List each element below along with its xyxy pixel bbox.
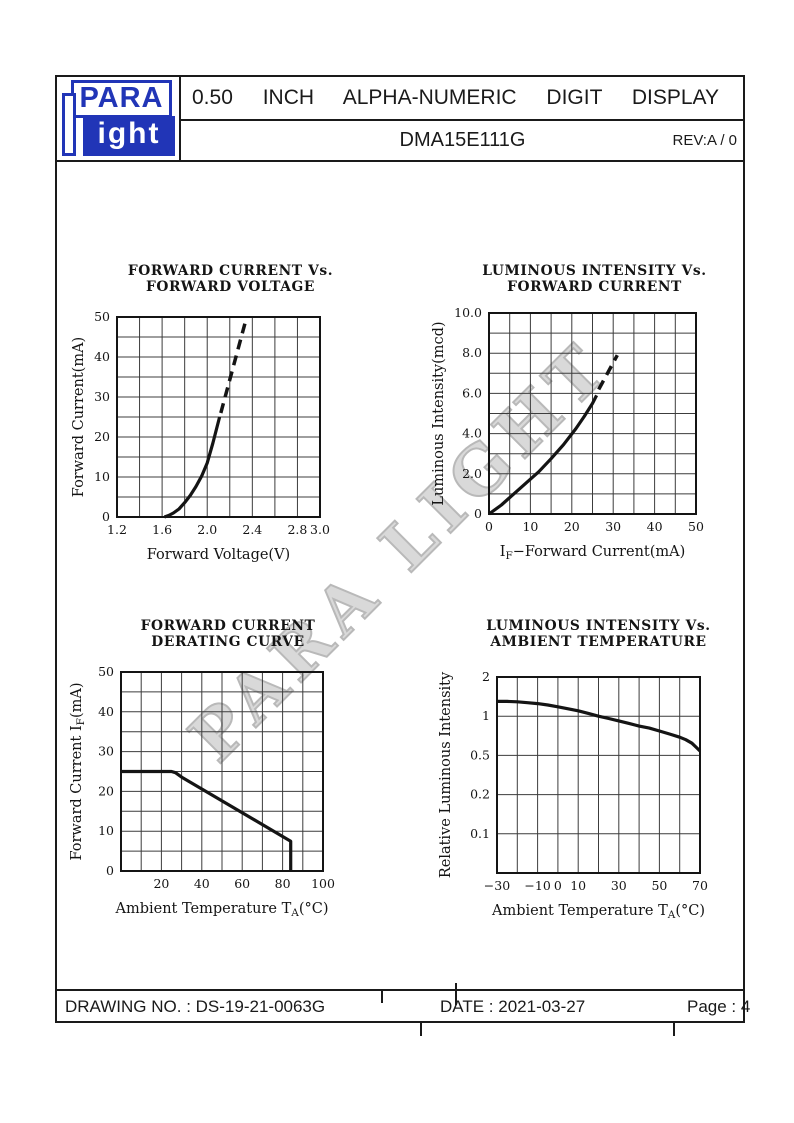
x-tick-label: 2.8 <box>287 522 307 537</box>
y-tick-label: 0 <box>106 863 114 878</box>
y-axis-label: Relative Luminous Intensity <box>438 671 454 878</box>
y-tick-label: 50 <box>94 309 110 324</box>
logo-para-text: PARA <box>71 80 172 118</box>
chart-luminous-intensity-vs-forward-current: 0 10 20 30 40 50 0 2.0 4.0 6.0 8.0 10.0 IF−Forward C… <box>431 263 706 562</box>
curve-solid <box>163 416 222 519</box>
x-tick-label: 10 <box>570 878 586 893</box>
footer-divider-stub <box>455 983 457 1005</box>
chart-title-line: FORWARD CURRENT <box>141 618 316 634</box>
chart-luminous-intensity-vs-ambient-temperature: −30 −10 0 10 30 50 70 2 1 0.5 0.2 0.1 Ambient Temper… <box>438 618 710 921</box>
chart-forward-current-vs-forward-voltage: 1.2 1.6 2.0 2.4 2.8 3.0 0 10 20 30 40 50 Forward Vol… <box>71 263 333 563</box>
para-light-logo: PARA ight <box>62 80 176 158</box>
footer-page-number: Page : 4 <box>687 997 751 1016</box>
x-tick-label: 50 <box>651 878 667 893</box>
y-tick-label: 20 <box>94 429 110 444</box>
plot-border <box>116 316 321 518</box>
x-tick-label: 10 <box>522 519 538 534</box>
page-outer-frame <box>55 75 745 1023</box>
x-tick-label: 2.4 <box>242 522 262 537</box>
x-tick-label: 100 <box>311 876 335 891</box>
y-axis-label: Luminous Intensity(mcd) <box>431 321 447 505</box>
y-tick-label: 30 <box>94 389 110 404</box>
x-tick-label: 2.0 <box>197 522 217 537</box>
part-number: DMA15E111G <box>399 129 526 151</box>
y-axis-label: Forward Current(mA) <box>71 337 87 497</box>
footer-divider-stub <box>381 990 383 1003</box>
footer-top-border <box>55 989 745 991</box>
curve-dashed <box>219 316 249 414</box>
curve-dashed <box>597 354 619 391</box>
y-tick-label: 6.0 <box>462 385 482 400</box>
revision-label: REV:A / 0 <box>672 132 737 149</box>
x-tick-label: 20 <box>153 876 169 891</box>
y-tick-label: 50 <box>98 664 114 679</box>
chart-title-line: LUMINOUS INTENSITY Vs. <box>482 263 706 279</box>
x-tick-label: 50 <box>688 519 704 534</box>
x-tick-label: −10 <box>524 878 550 893</box>
chart-title-line: FORWARD CURRENT Vs. <box>128 263 333 279</box>
y-tick-label: 20 <box>98 783 114 798</box>
y-tick-label: 2.0 <box>462 466 482 481</box>
y-tick-label: 8.0 <box>462 345 482 360</box>
x-tick-label: 40 <box>647 519 663 534</box>
x-tick-label: 20 <box>564 519 580 534</box>
chart-title-line: FORWARD CURRENT <box>507 279 682 295</box>
x-tick-label: 60 <box>234 876 250 891</box>
curve-solid <box>121 769 293 871</box>
header-bottom-border <box>55 160 745 162</box>
x-tick-label: 0 <box>485 519 493 534</box>
y-axis-label: Forward Current IF(mA) <box>69 682 87 860</box>
x-tick-label: 1.2 <box>107 522 127 537</box>
y-tick-label: 2 <box>482 669 490 684</box>
y-tick-label: 40 <box>98 704 114 719</box>
plot-border <box>488 312 697 515</box>
x-tick-label: 80 <box>275 876 291 891</box>
bottom-border-stub <box>420 1023 422 1036</box>
x-tick-label: 70 <box>692 878 708 893</box>
y-tick-label: 1 <box>482 708 490 723</box>
product-title: 0.50 INCH ALPHA-NUMERIC DIGIT DISPLAY <box>192 86 720 109</box>
drawing-number: DRAWING NO. : DS-19-21-0063G <box>65 997 326 1016</box>
chart-title-line: FORWARD VOLTAGE <box>146 279 315 295</box>
chart-title-line: LUMINOUS INTENSITY Vs. <box>486 618 710 634</box>
x-tick-label: 1.6 <box>152 522 172 537</box>
x-tick-label: 3.0 <box>310 522 330 537</box>
y-tick-label: 10.0 <box>454 305 482 320</box>
bottom-border-stub <box>673 1023 675 1036</box>
x-tick-label: 30 <box>605 519 621 534</box>
x-axis-label: Ambient Temperature TA(°C) <box>491 903 705 921</box>
header-row-divider <box>180 119 744 121</box>
x-tick-label: 0 <box>554 878 562 893</box>
y-tick-label: 10 <box>98 823 114 838</box>
x-axis-label: Forward Voltage(V) <box>147 547 290 563</box>
x-axis-label: Ambient Temperature TA(°C) <box>114 901 328 919</box>
x-tick-label: −30 <box>484 878 510 893</box>
x-axis-label: IF−Forward Current(mA) <box>500 544 686 562</box>
y-tick-label: 0.5 <box>470 747 490 762</box>
logo-l-shape <box>62 93 76 156</box>
y-tick-label: 4.0 <box>462 426 482 441</box>
chart-forward-current-derating-curve: 20 40 60 80 100 0 10 20 30 40 50 Ambient Temperatur… <box>69 618 335 919</box>
y-tick-label: 10 <box>94 469 110 484</box>
curve-solid <box>497 699 702 753</box>
footer-date: DATE : 2021-03-27 <box>440 997 586 1016</box>
y-tick-label: 0.1 <box>470 826 490 841</box>
y-tick-label: 0 <box>102 509 110 524</box>
logo-cell-divider <box>179 75 181 162</box>
plot-border <box>496 676 701 874</box>
chart-title-line: DERATING CURVE <box>151 634 304 650</box>
y-tick-label: 30 <box>98 744 114 759</box>
y-tick-label: 0.2 <box>470 787 490 802</box>
curve-solid <box>488 394 599 516</box>
x-tick-label: 40 <box>194 876 210 891</box>
x-tick-label: 30 <box>611 878 627 893</box>
y-tick-label: 0 <box>474 506 482 521</box>
y-tick-label: 40 <box>94 349 110 364</box>
chart-title-line: AMBIENT TEMPERATURE <box>489 634 706 650</box>
logo-ight-text: ight <box>83 116 175 156</box>
